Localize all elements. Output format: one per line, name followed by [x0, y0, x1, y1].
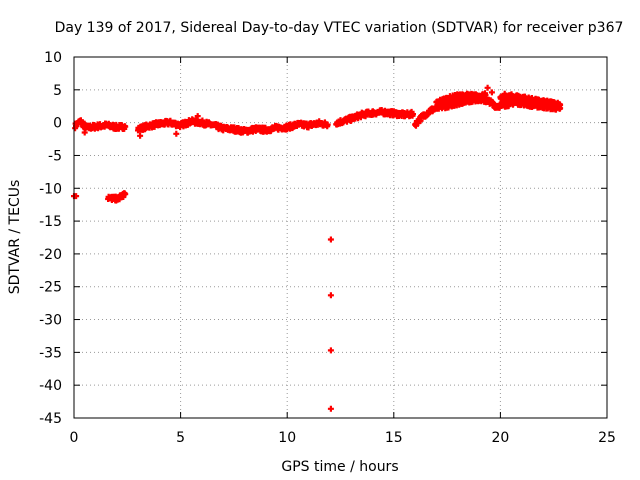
- data-point: [327, 347, 334, 354]
- x-tick-label: 15: [385, 430, 403, 446]
- data-point: [410, 111, 416, 118]
- x-axis-label: GPS time / hours: [281, 459, 398, 475]
- x-tick-label: 10: [278, 430, 296, 446]
- data-point: [327, 292, 334, 299]
- data-point: [327, 405, 334, 412]
- y-tick-label: 0: [53, 116, 62, 132]
- x-tick-label: 5: [176, 430, 185, 446]
- plot-frame: [73, 56, 608, 419]
- data-point: [122, 123, 129, 130]
- data-point: [484, 84, 491, 91]
- data-point: [137, 132, 144, 139]
- data-points: [71, 84, 564, 412]
- y-tick-label: -35: [39, 345, 62, 361]
- data-point: [194, 113, 201, 120]
- data-point: [488, 89, 495, 96]
- y-tick-label: -45: [39, 411, 62, 427]
- data-point: [501, 90, 508, 97]
- x-tick-label: 25: [598, 430, 616, 446]
- grid: [74, 57, 607, 418]
- data-point: [557, 101, 564, 108]
- data-point: [324, 121, 331, 128]
- data-point: [122, 191, 129, 198]
- data-point: [173, 130, 180, 137]
- y-tick-label: -15: [39, 214, 62, 230]
- data-point: [327, 236, 334, 243]
- y-tick-labels: 10 5 0 -5 -10 -15 -20 -25 -30 -35 -40 -45: [39, 50, 62, 427]
- data-point: [482, 92, 489, 99]
- data-point: [81, 129, 88, 136]
- y-tick-label: 5: [53, 83, 62, 99]
- y-tick-label: -5: [48, 148, 62, 164]
- y-tick-label: -10: [39, 181, 62, 197]
- chart-title: Day 139 of 2017, Sidereal Day-to-day VTE…: [55, 20, 624, 36]
- y-axis-label: SDTVAR / TECUs: [7, 180, 23, 295]
- y-tick-label: -40: [39, 378, 62, 394]
- x-tick-labels: 0 5 10 15 20 25: [70, 430, 616, 446]
- y-tick-label: -30: [39, 313, 62, 329]
- data-point: [80, 124, 87, 131]
- x-tick-label: 20: [491, 430, 509, 446]
- y-tick-label: 10: [44, 50, 62, 66]
- y-tick-label: -20: [39, 247, 62, 263]
- x-tick-label: 0: [70, 430, 79, 446]
- y-tick-label: -25: [39, 280, 62, 296]
